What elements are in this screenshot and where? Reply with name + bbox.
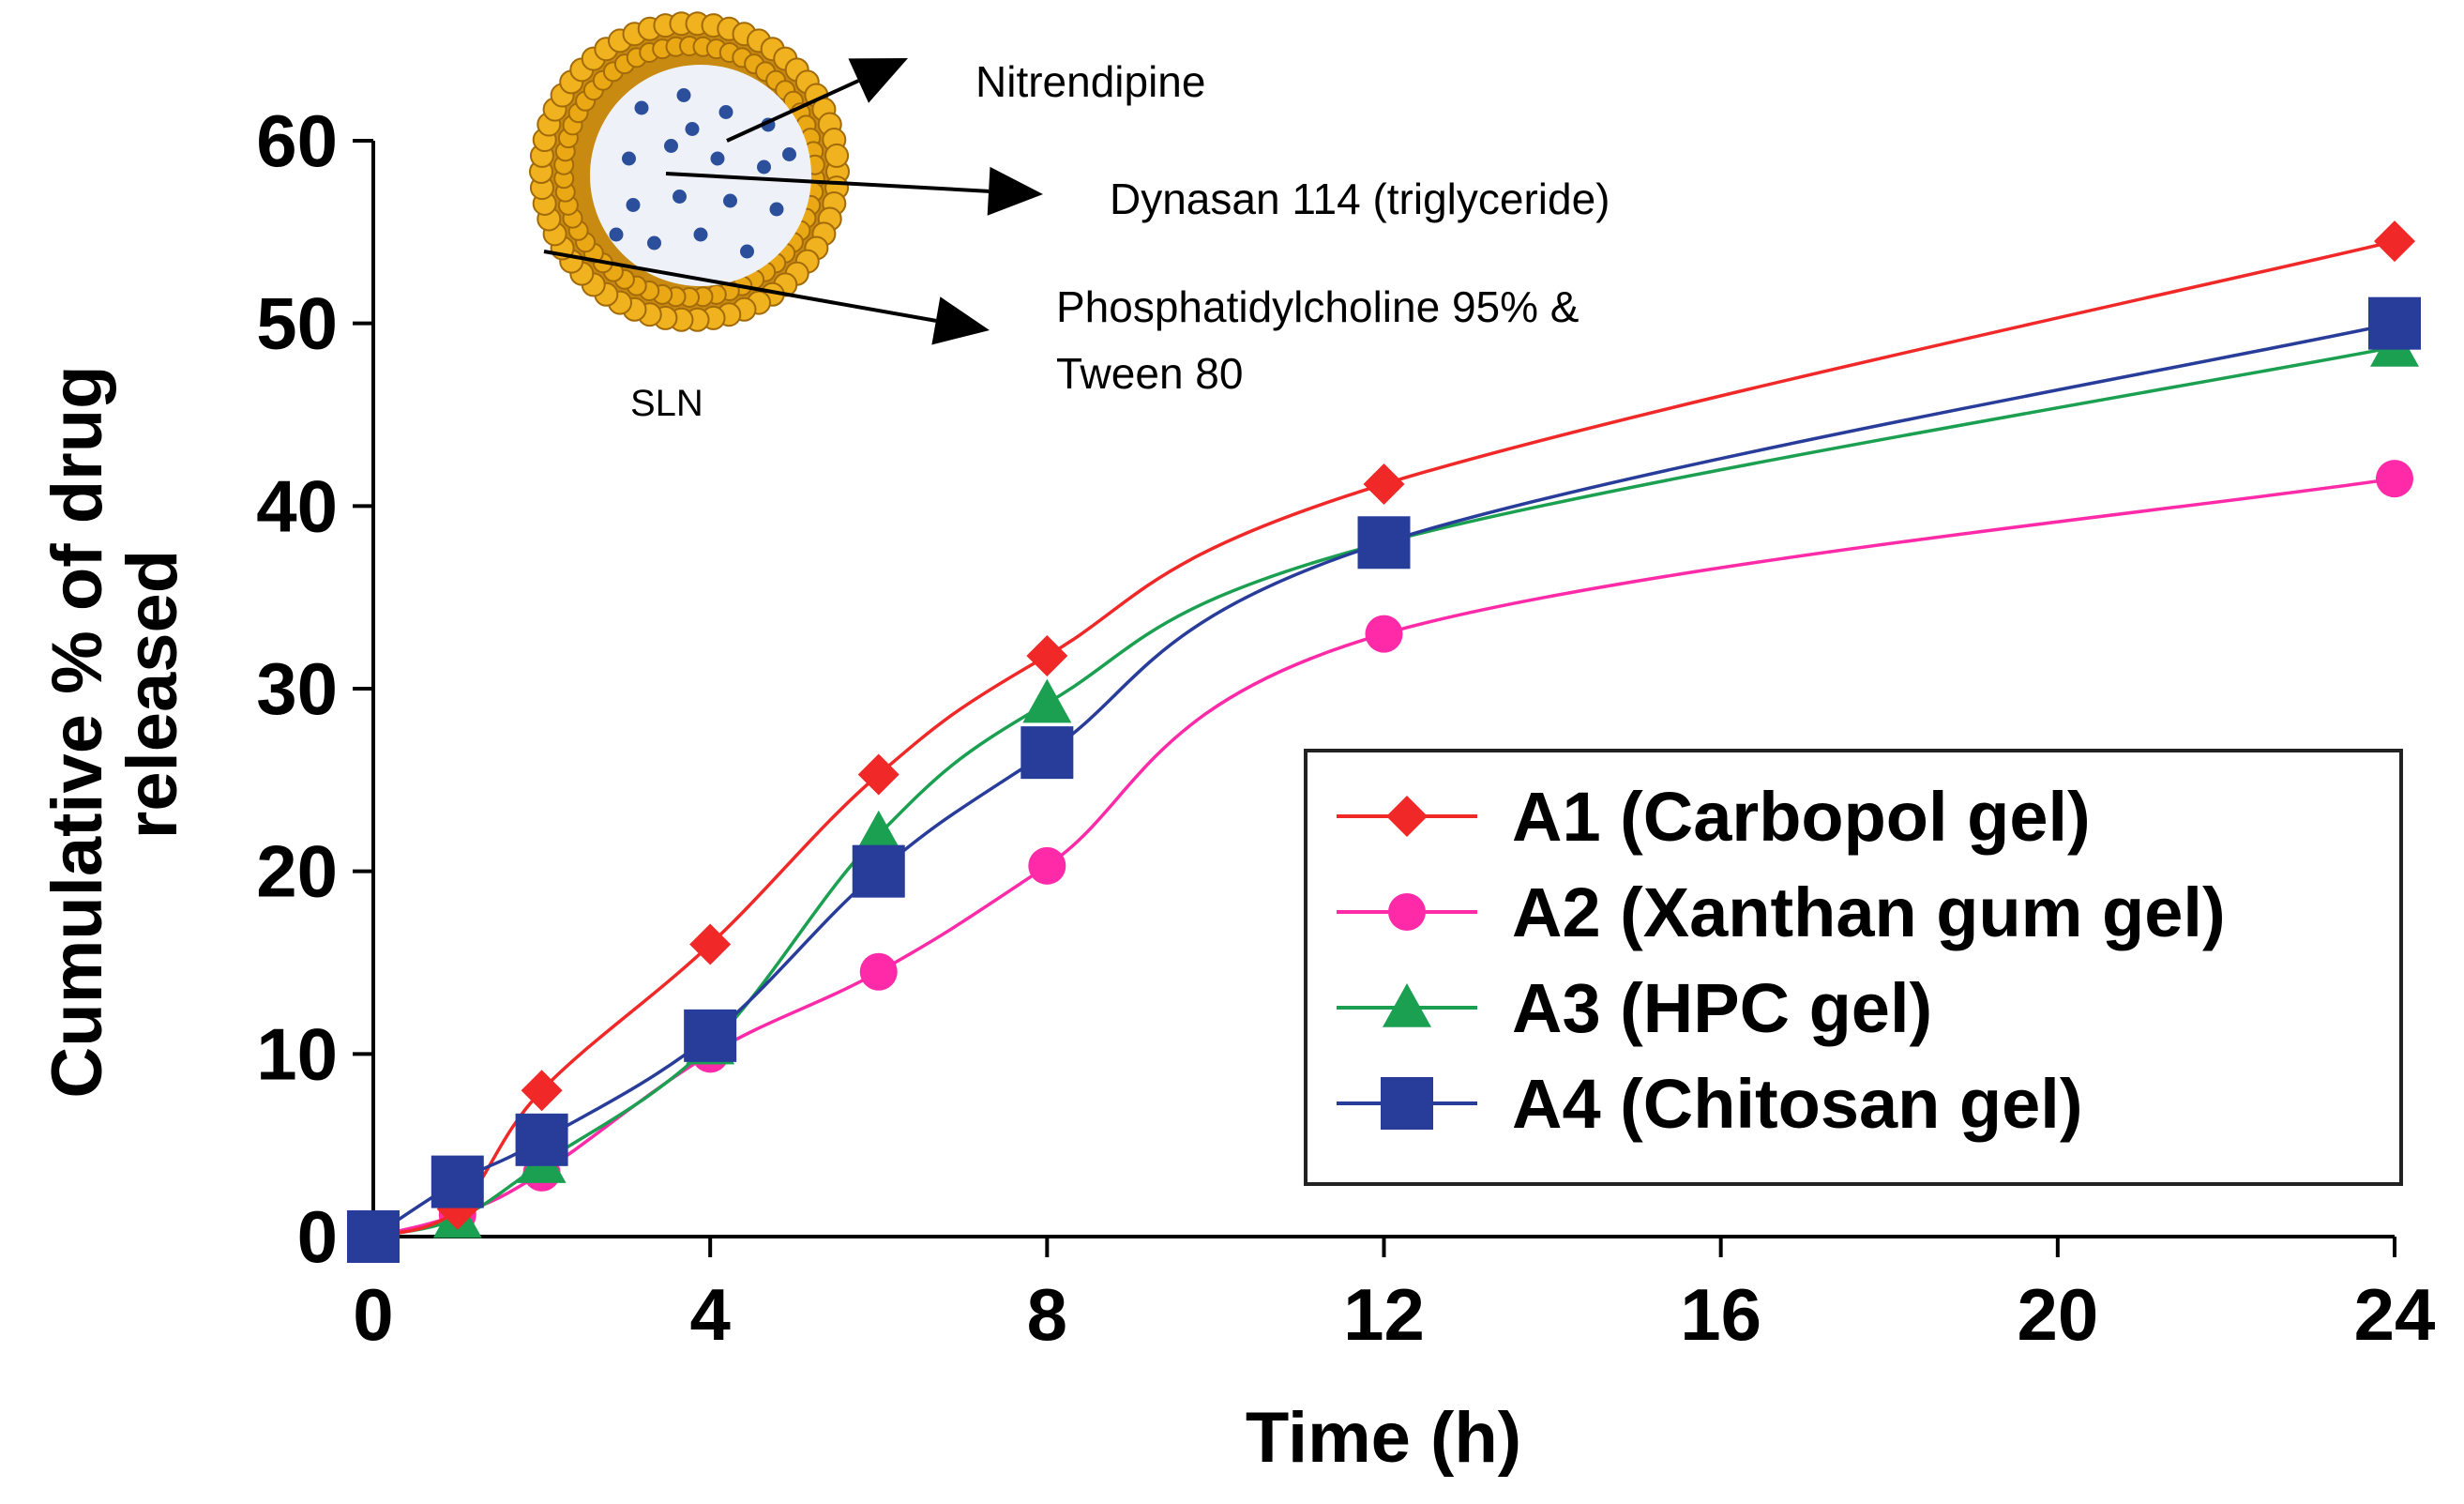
data-point	[1365, 615, 1403, 653]
drug-molecule	[609, 227, 624, 242]
legend-swatch-marker	[1386, 796, 1428, 837]
data-point	[515, 1113, 568, 1166]
lipid-head	[824, 143, 850, 168]
legend-swatch-marker	[1381, 1077, 1433, 1130]
annotation-tween: Tween 80	[1056, 349, 1243, 398]
axes: 0 10 20 30 40 50 60 0 4 8 12 16 20 24	[256, 99, 2435, 1356]
y-axis-title-line-2: released	[113, 550, 192, 839]
drug-molecule	[685, 122, 700, 136]
annotation-phosphatidylcholine: Phosphatidylcholine 95% &	[1056, 282, 1579, 331]
series-line	[372, 239, 2396, 1238]
drug-molecule	[782, 147, 796, 161]
data-point	[347, 1210, 400, 1263]
drug-molecule	[626, 198, 641, 212]
drug-molecule	[740, 244, 754, 259]
y-axis-title-line-1: Cumulative % of drug	[38, 365, 117, 1098]
drug-molecule	[664, 139, 678, 153]
annotation-dynasan: Dynasan 114 (triglyceride)	[1110, 175, 1610, 223]
legend-label: A1 (Carbopol gel)	[1512, 778, 2091, 856]
drug-molecule	[634, 100, 649, 115]
series-layer	[347, 220, 2421, 1263]
legend-swatch-marker	[1388, 893, 1426, 931]
legend-item: A2 (Xanthan gum gel)	[1337, 874, 2226, 951]
data-point	[2374, 220, 2415, 263]
data-point	[1363, 463, 1405, 505]
y-tick-label: 40	[256, 464, 338, 547]
x-axis-title: Time (h)	[1246, 1398, 1521, 1478]
annotation-arrow	[543, 250, 990, 345]
y-tick-label: 60	[256, 99, 338, 182]
series-4	[347, 296, 2421, 1263]
legend-label: A3 (HPC gel)	[1512, 969, 1932, 1047]
drug-molecule	[673, 190, 687, 204]
legend-swatch-marker	[1383, 983, 1431, 1027]
data-point	[2376, 460, 2413, 498]
data-point	[1357, 516, 1411, 570]
y-tick-label: 0	[297, 1195, 338, 1278]
drug-molecule	[693, 227, 708, 242]
x-tick-label: 16	[1680, 1273, 1761, 1356]
legend-frame	[1304, 749, 2403, 1186]
annotation-sln: SLN	[630, 383, 703, 424]
x-tick-label: 0	[353, 1273, 393, 1356]
legend-item: A1 (Carbopol gel)	[1337, 778, 2091, 856]
sln-particle-illustration	[529, 11, 1043, 345]
x-tick-label: 12	[1343, 1273, 1425, 1356]
data-point	[689, 923, 732, 965]
drug-molecule	[710, 151, 725, 166]
x-tick-label: 20	[2017, 1273, 2098, 1356]
y-tick-label: 30	[256, 647, 338, 730]
data-point	[852, 844, 905, 898]
drug-molecule	[718, 105, 733, 119]
data-point	[684, 1009, 737, 1062]
x-tick-label: 8	[1027, 1273, 1067, 1356]
drug-molecule	[647, 235, 661, 251]
legend: A1 (Carbopol gel) A2 (Xanthan gum gel) A3 …	[1304, 749, 2403, 1186]
data-point	[859, 952, 898, 991]
data-point	[854, 810, 903, 855]
annotations: Nitrendipine Dynasan 114 (triglyceride) …	[630, 57, 1610, 424]
x-tick-label: 4	[689, 1273, 730, 1356]
drug-molecule	[757, 160, 771, 175]
y-tick-label: 50	[256, 282, 338, 365]
drug-molecule	[769, 202, 784, 217]
y-tick-label: 20	[256, 830, 338, 913]
legend-label: A2 (Xanthan gum gel)	[1512, 874, 2226, 951]
data-point	[1026, 634, 1068, 676]
data-point	[1028, 846, 1066, 885]
data-point	[1020, 726, 1074, 780]
data-point	[521, 1070, 563, 1112]
annotation-arrow	[726, 58, 908, 143]
data-point	[1022, 678, 1072, 723]
legend-label: A4 (Chitosan gel)	[1512, 1065, 2082, 1143]
data-point	[857, 753, 899, 796]
data-point	[431, 1155, 484, 1208]
data-point	[2368, 296, 2421, 350]
legend-item: A3 (HPC gel)	[1337, 969, 1932, 1047]
annotation-nitrendipine: Nitrendipine	[975, 57, 1205, 106]
drug-molecule	[723, 193, 737, 208]
drug-molecule	[676, 88, 691, 102]
x-tick-label: 24	[2354, 1273, 2436, 1356]
legend-item: A4 (Chitosan gel)	[1337, 1065, 2082, 1143]
drug-molecule	[622, 151, 636, 166]
annotation-arrow	[665, 166, 1043, 216]
y-tick-label: 10	[256, 1012, 338, 1095]
